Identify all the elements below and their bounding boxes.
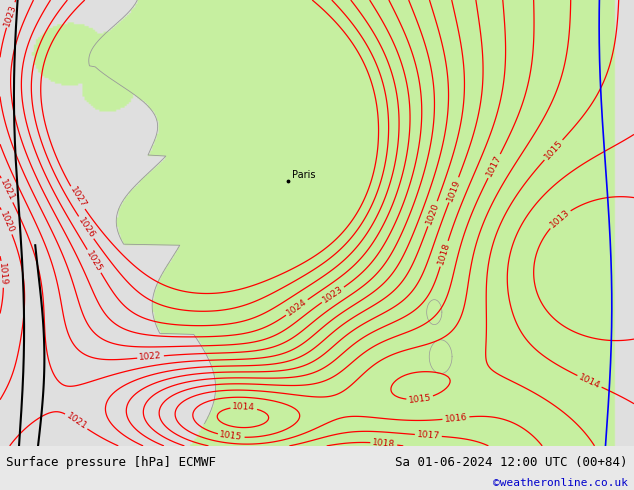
- Text: 1024: 1024: [285, 297, 309, 318]
- Text: 1022: 1022: [139, 351, 162, 363]
- Text: 1025: 1025: [84, 249, 104, 273]
- Text: 1021: 1021: [64, 411, 88, 431]
- Text: 1026: 1026: [76, 216, 96, 240]
- Text: 1014: 1014: [577, 372, 602, 391]
- Text: 1015: 1015: [542, 138, 564, 162]
- Text: Surface pressure [hPa] ECMWF: Surface pressure [hPa] ECMWF: [6, 456, 216, 469]
- Text: 1020: 1020: [424, 201, 441, 226]
- Text: 1023: 1023: [321, 285, 345, 305]
- Text: Paris: Paris: [292, 171, 315, 180]
- Text: 1018: 1018: [372, 438, 396, 449]
- Text: 1017: 1017: [417, 430, 440, 441]
- Text: 1019: 1019: [0, 263, 8, 286]
- Text: 1017: 1017: [485, 154, 503, 178]
- Text: 1023: 1023: [3, 2, 18, 27]
- Text: 1016: 1016: [444, 413, 468, 424]
- Text: 1021: 1021: [0, 178, 16, 202]
- Text: 1018: 1018: [436, 242, 452, 266]
- Text: 1015: 1015: [219, 430, 243, 442]
- Text: 1027: 1027: [68, 186, 87, 210]
- Polygon shape: [427, 300, 442, 324]
- Text: 1020: 1020: [0, 210, 15, 234]
- Polygon shape: [429, 340, 452, 374]
- Text: 1013: 1013: [548, 208, 571, 230]
- Text: 1015: 1015: [408, 393, 432, 405]
- Text: 1014: 1014: [232, 402, 256, 413]
- Text: 1019: 1019: [446, 177, 462, 202]
- Text: Sa 01-06-2024 12:00 UTC (00+84): Sa 01-06-2024 12:00 UTC (00+84): [395, 456, 628, 469]
- Text: ©weatheronline.co.uk: ©weatheronline.co.uk: [493, 478, 628, 489]
